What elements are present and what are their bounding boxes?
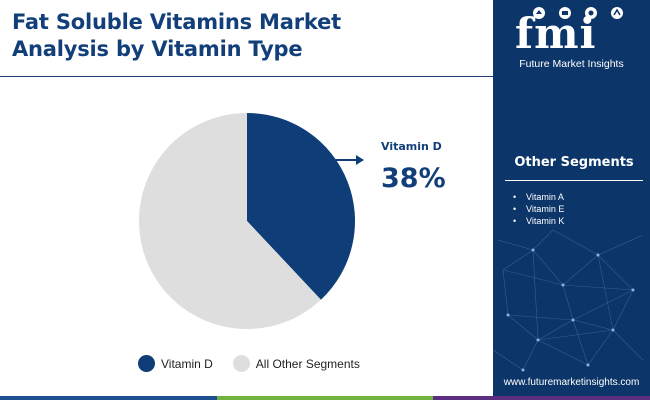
bottom-bar-segment <box>433 396 650 400</box>
title-line-1: Fat Soluble Vitamins Market <box>12 10 341 34</box>
legend-item-vitamin-d: Vitamin D <box>138 355 213 372</box>
chart-legend: Vitamin D All Other Segments <box>138 355 380 372</box>
logo-letters: fmi <box>515 9 597 58</box>
sidebar-panel: fmi Future Market Insights Other Segment… <box>493 0 650 400</box>
pie-chart <box>138 113 364 329</box>
list-item-label: Vitamin A <box>526 192 564 202</box>
network-decoration <box>493 230 644 372</box>
list-item: • Vitamin K <box>513 215 564 227</box>
logo-icons <box>533 7 623 19</box>
title-line-2: Analysis by Vitamin Type <box>12 37 303 61</box>
list-item-label: Vitamin K <box>526 216 565 226</box>
other-segments-divider <box>505 180 643 181</box>
list-item: • Vitamin E <box>513 203 564 215</box>
page-title: Fat Soluble Vitamins Market Analysis by … <box>12 9 482 63</box>
fmi-logo: fmi Future Market Insights <box>493 6 650 72</box>
callout-arrow-head <box>356 155 364 165</box>
bottom-bar-segment <box>216 396 434 400</box>
title-divider <box>0 76 493 77</box>
callout-label: Vitamin D <box>381 140 442 153</box>
logo-wordmark: Future Market Insights <box>519 58 624 70</box>
other-segments-list: • Vitamin A • Vitamin E • Vitamin K <box>513 191 564 227</box>
legend-label-other-segments: All Other Segments <box>255 356 360 371</box>
bottom-bar-segment <box>0 396 217 400</box>
bullet: • <box>513 192 517 202</box>
legend-swatch-vitamin-d <box>138 355 155 372</box>
website-url: www.futuremarketinsights.com <box>503 377 640 388</box>
bullet: • <box>513 216 517 226</box>
legend-item-other-segments: All Other Segments <box>232 355 360 372</box>
pie-slice-all-other-segments <box>138 113 321 329</box>
legend-label-vitamin-d: Vitamin D <box>161 356 213 371</box>
list-item-label: Vitamin E <box>526 204 565 214</box>
bullet: • <box>513 204 517 214</box>
pie-slice-vitamin-d <box>247 113 355 300</box>
legend-swatch-other-segments <box>232 355 250 372</box>
bottom-color-bar <box>0 396 650 400</box>
list-item: • Vitamin A <box>513 191 564 203</box>
other-segments-title: Other Segments <box>514 155 634 170</box>
callout-value: 38% <box>381 163 446 194</box>
